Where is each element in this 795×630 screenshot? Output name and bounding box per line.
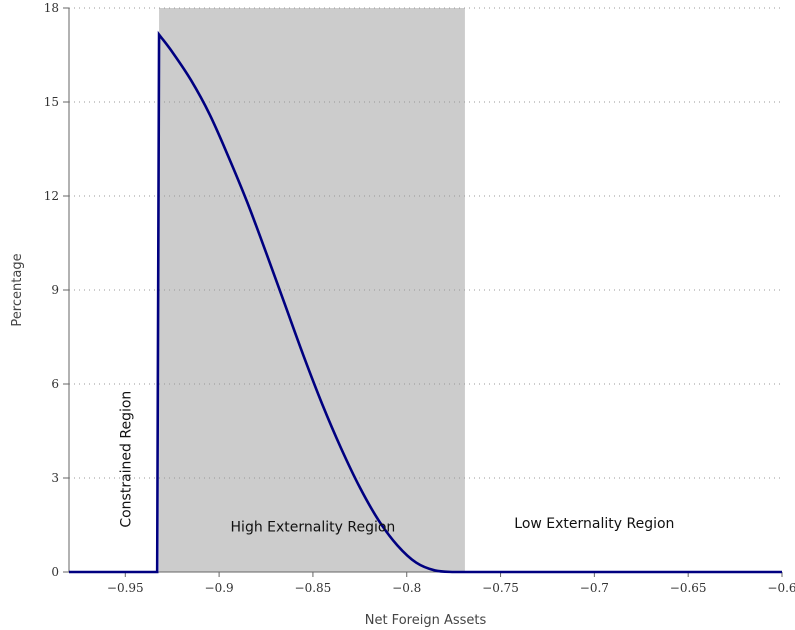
y-tick-label: 6	[51, 377, 59, 391]
x-tick-label: −0.7	[580, 581, 609, 595]
x-tick-label: −0.85	[295, 581, 332, 595]
y-ticks: 0 3 6 9 12 15 18	[44, 1, 69, 579]
series-line	[69, 30, 782, 574]
y-tick-label: 9	[51, 283, 59, 297]
x-axis-label: Net Foreign Assets	[365, 613, 487, 628]
x-tick-label: −0.9	[205, 581, 234, 595]
x-ticks: −0.95 −0.9 −0.85 −0.8 −0.75 −0.7 −0.65 −0.6	[107, 572, 795, 595]
x-tick-label: −0.75	[482, 581, 519, 595]
x-tick-label: −0.8	[392, 581, 421, 595]
region-label: Constrained Region	[118, 391, 134, 528]
region-labels: Constrained Region High Externality Regio…	[118, 391, 674, 536]
region-label: Low Externality Region	[514, 516, 674, 532]
x-tick-label: −0.6	[767, 581, 795, 595]
y-axis-label: Percentage	[10, 253, 25, 326]
region-label: High Externality Region	[231, 519, 396, 535]
shaded-region	[159, 8, 465, 572]
y-tick-label: 0	[51, 565, 59, 579]
x-tick-label: −0.65	[670, 581, 707, 595]
y-tick-label: 3	[51, 471, 59, 485]
y-tick-label: 12	[44, 189, 59, 203]
x-tick-label: −0.95	[107, 581, 144, 595]
y-tick-label: 18	[44, 1, 59, 15]
y-tick-label: 15	[44, 95, 59, 109]
